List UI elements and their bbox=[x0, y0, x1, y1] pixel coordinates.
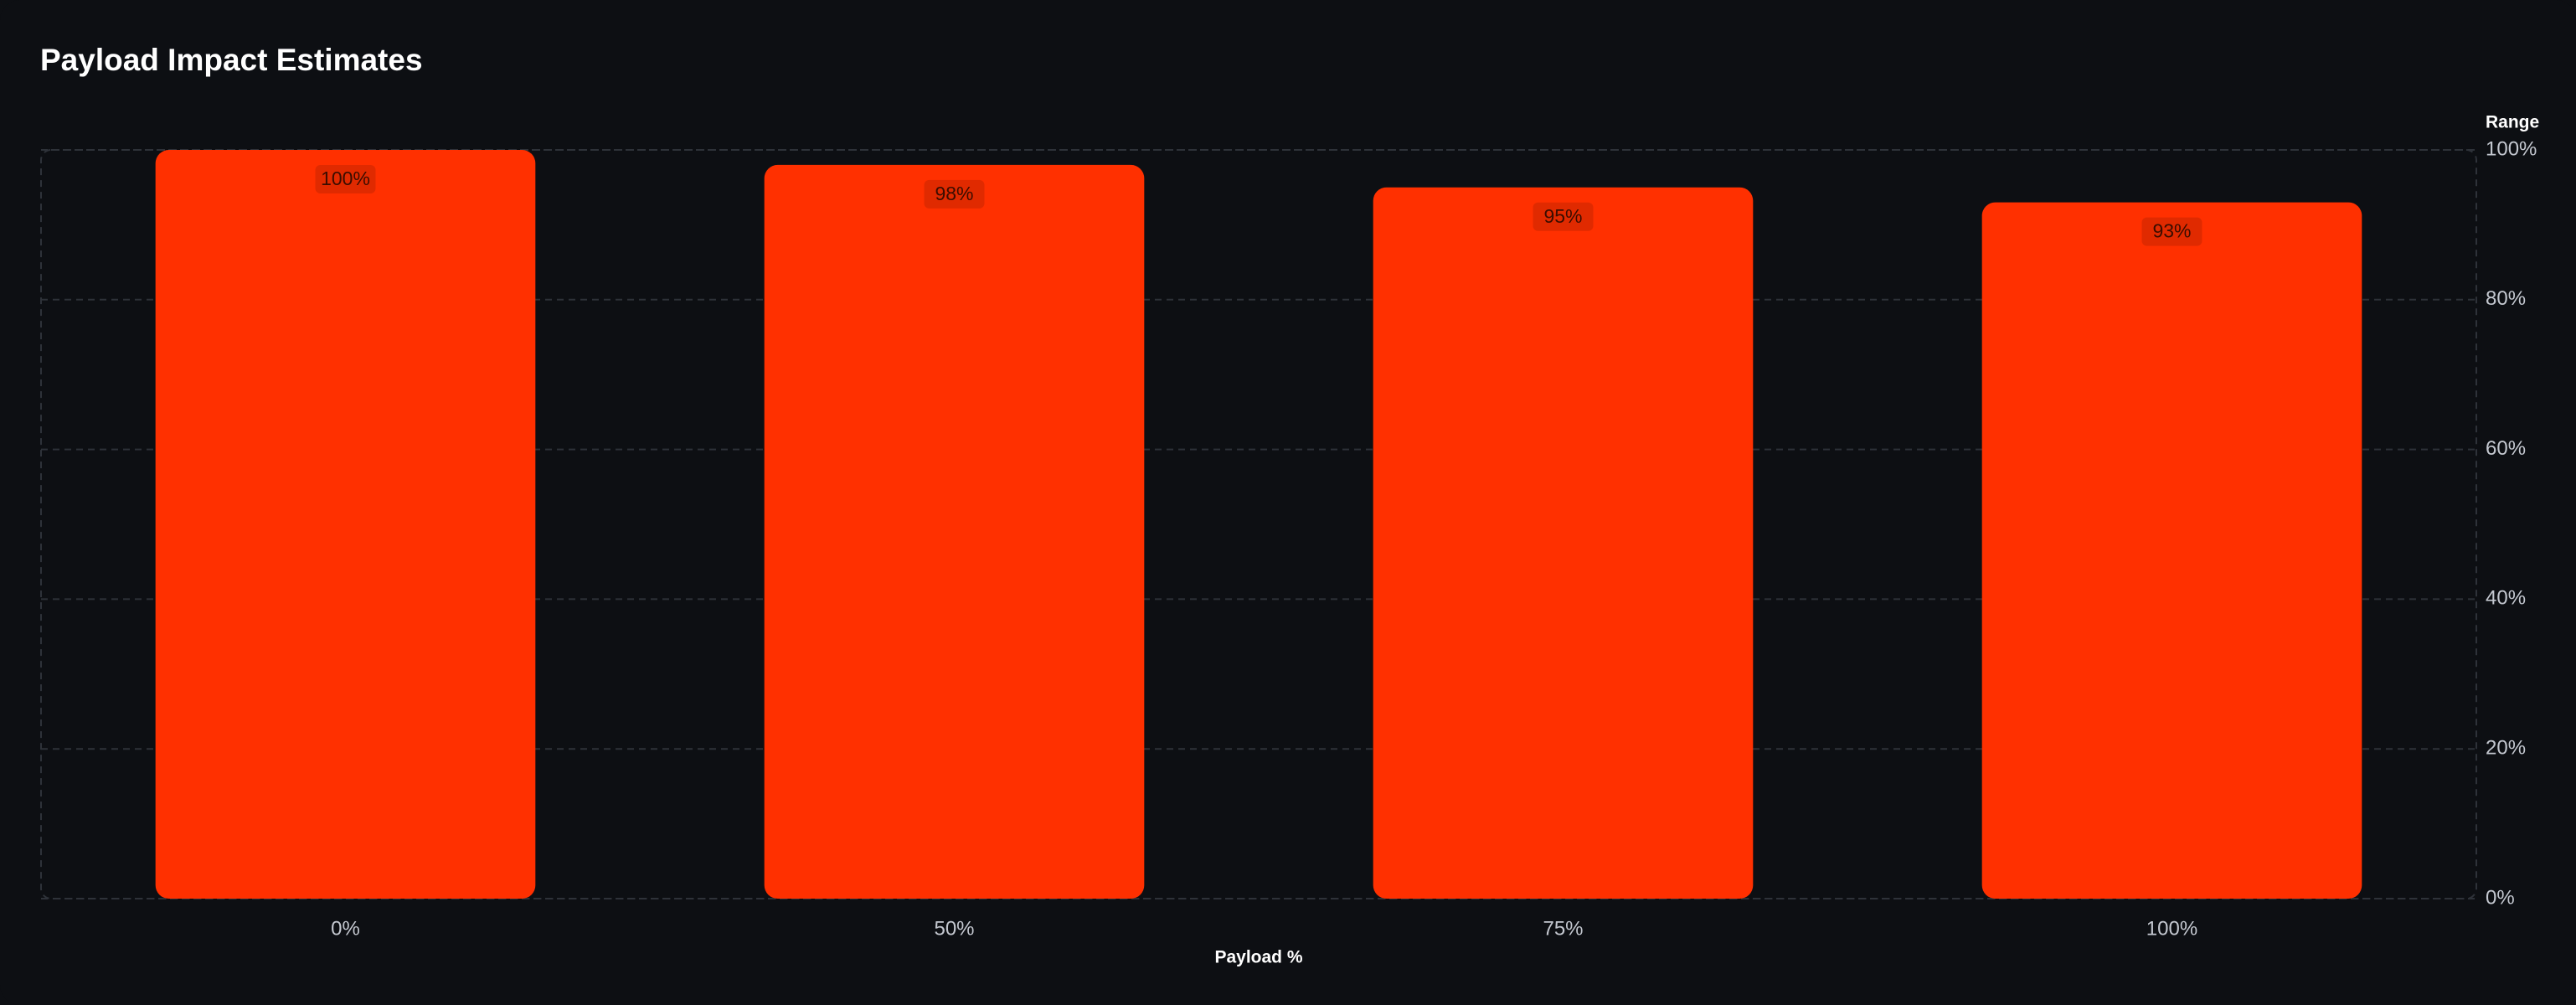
value-label: 98% bbox=[935, 183, 973, 204]
value-label: 93% bbox=[2152, 220, 2191, 242]
x-tick-label: 75% bbox=[1543, 917, 1583, 940]
value-label: 95% bbox=[1543, 205, 1582, 227]
bar bbox=[155, 150, 536, 899]
value-label-bg bbox=[2141, 217, 2202, 246]
x-tick-label: 0% bbox=[331, 917, 360, 940]
chart-title: Payload Impact Estimates bbox=[40, 43, 423, 77]
value-label-bg bbox=[1533, 202, 1594, 231]
y-tick-label: 60% bbox=[2486, 437, 2526, 460]
bar bbox=[764, 164, 1145, 899]
y-tick-label: 80% bbox=[2486, 287, 2526, 310]
y-tick-label: 0% bbox=[2486, 886, 2515, 909]
x-axis-label: Payload % bbox=[1214, 948, 1302, 967]
value-label: 100% bbox=[321, 168, 370, 189]
y-axis-label: Range bbox=[2486, 113, 2539, 132]
bar bbox=[1981, 202, 2362, 899]
y-tick-label: 20% bbox=[2486, 737, 2526, 760]
y-tick-label: 40% bbox=[2486, 587, 2526, 610]
plot-frame bbox=[40, 149, 2477, 899]
value-label-bg bbox=[924, 179, 985, 209]
y-tick-label: 100% bbox=[2486, 137, 2537, 160]
bar bbox=[1373, 187, 1754, 899]
value-label-bg bbox=[315, 165, 376, 193]
x-tick-label: 100% bbox=[2146, 917, 2197, 940]
x-tick-label: 50% bbox=[934, 917, 974, 940]
